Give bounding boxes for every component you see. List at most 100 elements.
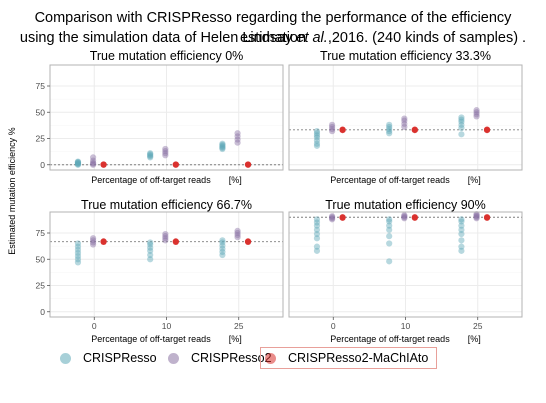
data-point (329, 121, 336, 128)
data-point (386, 130, 393, 137)
data-point (147, 151, 154, 158)
data-point (74, 243, 82, 250)
data-point (219, 141, 226, 148)
data-point (147, 239, 154, 246)
data-point (339, 126, 346, 133)
data-point (401, 117, 408, 124)
data-point (162, 152, 169, 159)
data-point (483, 214, 491, 221)
data-point (401, 215, 408, 222)
data-point (162, 233, 169, 240)
data-point (74, 159, 82, 166)
data-point (234, 229, 241, 237)
data-point (147, 152, 154, 159)
data-point (313, 132, 321, 139)
y-tick-label: 75 (36, 228, 46, 238)
data-point (313, 230, 321, 238)
data-point (90, 160, 97, 167)
data-point (473, 213, 480, 220)
data-point (313, 219, 321, 226)
data-point (313, 226, 321, 233)
data-point (458, 247, 465, 254)
y-axis-title: Estimated mutation efficiency % (7, 127, 17, 254)
data-point (90, 235, 97, 242)
y-tick-label: 75 (36, 81, 46, 91)
legend-item-crispresso: CRISPResso (60, 347, 157, 369)
data-point (90, 154, 97, 161)
data-point (313, 134, 321, 141)
legend-item-crispresso2: CRISPResso2 (168, 347, 272, 369)
data-point (74, 160, 82, 167)
panel-border (288, 64, 523, 171)
facet-panel: True mutation efficiency 66.7% 0 25 50 75 0 10… (36, 198, 284, 344)
data-point (313, 222, 321, 229)
data-point (473, 107, 480, 114)
data-point (458, 222, 465, 229)
data-point (74, 161, 82, 168)
data-point (386, 240, 393, 247)
data-point (313, 235, 321, 242)
data-point (329, 216, 336, 223)
data-point (458, 114, 465, 121)
legend-label-crispresso2-machiato: CRISPResso2-MaChIAto (288, 351, 429, 365)
data-point (162, 145, 169, 153)
data-point (90, 237, 97, 244)
data-point (473, 111, 480, 118)
data-point (401, 123, 408, 131)
y-tick-label: 25 (36, 134, 46, 144)
data-point (473, 109, 480, 116)
data-point (162, 230, 169, 238)
data-point (386, 128, 393, 135)
data-point (234, 139, 241, 146)
x-axis-title: Percentage of off-target reads [%] (330, 175, 480, 185)
data-point (458, 121, 465, 128)
x-tick-label: 0 (92, 321, 97, 331)
data-point (219, 142, 226, 149)
data-point (147, 251, 154, 259)
data-point (234, 227, 241, 234)
data-point (244, 161, 252, 168)
data-point (386, 121, 393, 128)
data-point (90, 157, 97, 164)
data-point (401, 115, 408, 122)
x-tick-label: 0 (331, 321, 336, 331)
data-point (219, 140, 226, 147)
data-point (74, 256, 82, 263)
data-point (458, 131, 465, 138)
legend-item-crispresso2-machiato: CRISPResso2-MaChIAto (260, 347, 438, 369)
y-tick-label: 50 (36, 254, 46, 264)
data-point (458, 230, 465, 238)
legend: CRISPResso CRISPResso2 CRISPResso2-MaChI… (60, 347, 540, 373)
data-point (458, 124, 465, 132)
data-point (90, 159, 97, 166)
data-point (74, 246, 82, 253)
legend-label-crispresso2: CRISPResso2 (191, 351, 272, 365)
data-point (90, 239, 97, 246)
data-point (100, 238, 107, 245)
data-point (313, 137, 321, 144)
data-point (329, 215, 336, 222)
data-point (386, 222, 393, 229)
panel-title: True mutation efficiency 90% (325, 198, 486, 212)
data-point (386, 125, 393, 133)
data-point (401, 214, 408, 221)
chart-title-line-2: using the simulation data of Helen Linds… (0, 28, 546, 48)
data-point (473, 215, 480, 222)
data-point (458, 243, 465, 250)
data-point (313, 243, 321, 250)
data-point (90, 161, 97, 168)
chart-title-line-1: Comparison with CRISPResso regarding the… (34, 10, 512, 46)
data-point (313, 128, 321, 135)
data-point (147, 153, 154, 160)
data-point (473, 212, 480, 219)
data-point (234, 130, 241, 137)
data-point (234, 232, 241, 239)
data-point (162, 150, 169, 157)
data-point (219, 248, 226, 255)
data-point (90, 241, 97, 248)
title-line-2-part-a: using the simulation data of Helen Linds… (19, 30, 297, 46)
data-point (483, 126, 491, 133)
x-tick-label: 10 (162, 321, 172, 331)
y-tick-label: 0 (40, 160, 45, 170)
